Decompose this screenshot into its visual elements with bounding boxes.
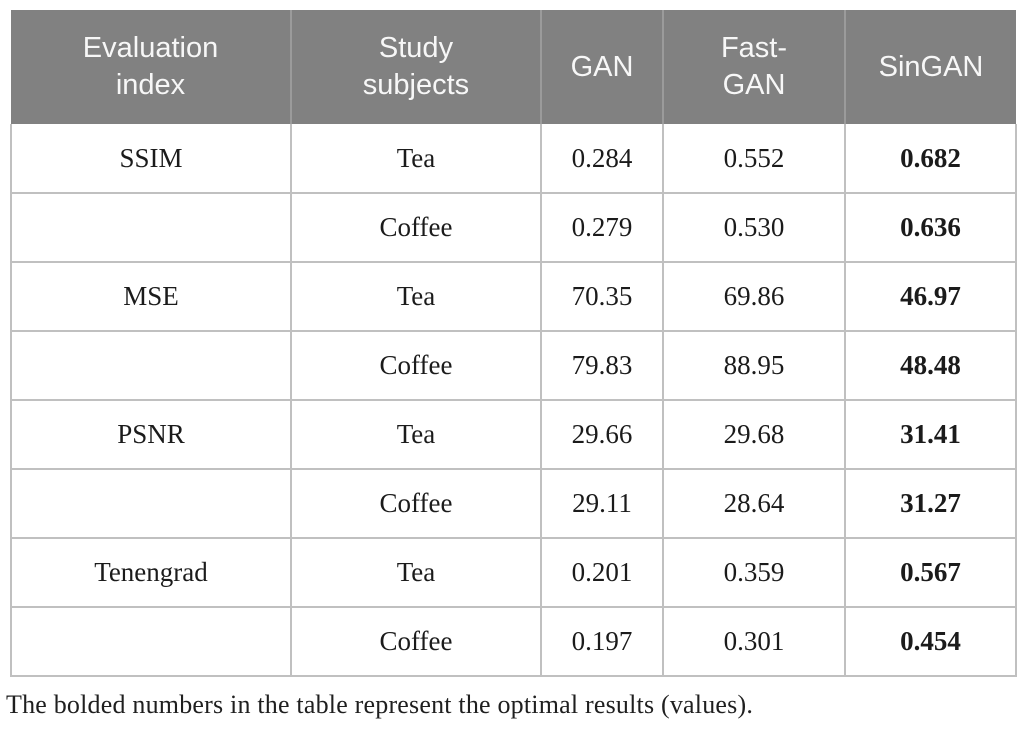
cell-gan-value: 0.201: [540, 537, 664, 608]
cell-evaluation-index: [10, 192, 292, 263]
cell-fastgan-value: 0.530: [662, 192, 846, 263]
col-header-gan: GAN: [540, 10, 663, 124]
cell-gan-value: 70.35: [540, 261, 664, 332]
table-row: Tenengrad Tea 0.201 0.359 0.567: [10, 537, 1017, 608]
cell-evaluation-index: MSE: [10, 261, 292, 332]
cell-evaluation-index: [10, 330, 292, 401]
cell-fastgan-value: 88.95: [662, 330, 846, 401]
cell-evaluation-index: PSNR: [10, 399, 292, 470]
table-row: PSNR Tea 29.66 29.68 31.41: [10, 399, 1017, 470]
cell-evaluation-index: [10, 468, 292, 539]
table-row: SSIM Tea 0.284 0.552 0.682: [10, 124, 1017, 194]
cell-gan-value: 29.66: [540, 399, 664, 470]
cell-study-subject: Coffee: [290, 192, 542, 263]
cell-gan-value: 29.11: [540, 468, 664, 539]
cell-study-subject: Tea: [290, 399, 542, 470]
cell-study-subject: Coffee: [290, 468, 542, 539]
cell-study-subject: Tea: [290, 537, 542, 608]
cell-fastgan-value: 0.552: [662, 124, 846, 194]
cell-singan-value: 31.41: [844, 399, 1017, 470]
cell-gan-value: 0.197: [540, 606, 664, 677]
cell-evaluation-index: SSIM: [10, 124, 292, 194]
col-header-fast-gan: Fast- GAN: [662, 10, 845, 124]
col-header-singan: SinGAN: [844, 10, 1016, 124]
table-footnote: The bolded numbers in the table represen…: [6, 690, 754, 719]
cell-singan-value: 46.97: [844, 261, 1017, 332]
cell-gan-value: 0.279: [540, 192, 664, 263]
col-header-evaluation-index: Evaluation index: [11, 10, 291, 124]
cell-study-subject: Coffee: [290, 330, 542, 401]
table-row: Coffee 0.197 0.301 0.454: [10, 606, 1017, 677]
cell-fastgan-value: 0.359: [662, 537, 846, 608]
cell-fastgan-value: 0.301: [662, 606, 846, 677]
cell-study-subject: Coffee: [290, 606, 542, 677]
cell-evaluation-index: [10, 606, 292, 677]
cell-gan-value: 79.83: [540, 330, 664, 401]
cell-study-subject: Tea: [290, 124, 542, 194]
table-body: SSIM Tea 0.284 0.552 0.682 Coffee 0.279 …: [10, 124, 1017, 677]
cell-fastgan-value: 69.86: [662, 261, 846, 332]
cell-study-subject: Tea: [290, 261, 542, 332]
col-header-study-subjects: Study subjects: [290, 10, 541, 124]
header-row: Evaluation index Study subjects GAN Fast…: [11, 10, 1016, 124]
table-header: Evaluation index Study subjects GAN Fast…: [11, 10, 1016, 124]
cell-singan-value: 0.567: [844, 537, 1017, 608]
table-row: MSE Tea 70.35 69.86 46.97: [10, 261, 1017, 332]
cell-singan-value: 48.48: [844, 330, 1017, 401]
table-row: Coffee 29.11 28.64 31.27: [10, 468, 1017, 539]
cell-fastgan-value: 28.64: [662, 468, 846, 539]
results-table: Evaluation index Study subjects GAN Fast…: [10, 10, 1017, 677]
cell-gan-value: 0.284: [540, 124, 664, 194]
cell-singan-value: 0.682: [844, 124, 1017, 194]
cell-evaluation-index: Tenengrad: [10, 537, 292, 608]
cell-singan-value: 0.454: [844, 606, 1017, 677]
cell-fastgan-value: 29.68: [662, 399, 846, 470]
cell-singan-value: 31.27: [844, 468, 1017, 539]
table-row: Coffee 0.279 0.530 0.636: [10, 192, 1017, 263]
cell-singan-value: 0.636: [844, 192, 1017, 263]
table-row: Coffee 79.83 88.95 48.48: [10, 330, 1017, 401]
